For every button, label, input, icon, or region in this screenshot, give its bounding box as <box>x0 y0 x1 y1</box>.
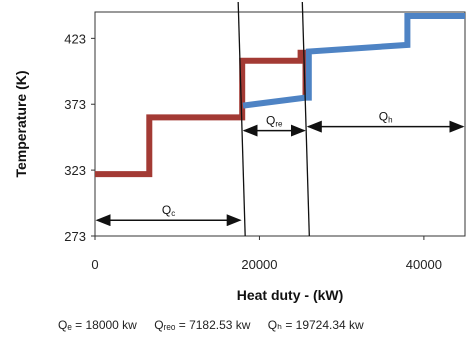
x-tick-label: 0 <box>91 257 98 272</box>
y-tick-label: 373 <box>64 97 86 112</box>
plot-frame <box>94 11 466 237</box>
qc-value: Qₑ = 18000 kw <box>58 318 137 332</box>
y-tick-label: 273 <box>64 229 86 244</box>
x-axis-title: Heat duty - (kW) <box>237 287 344 303</box>
y-tick-label: 423 <box>64 31 86 46</box>
qrec-value: Qᵣₑₒ = 7182.53 kw <box>154 318 251 332</box>
y-tick-label: 323 <box>64 163 86 178</box>
y-axis-title: Temperature (K) <box>13 70 29 177</box>
x-tick-label: 20000 <box>241 257 277 272</box>
divider-line <box>237 1 246 237</box>
qh-value: Qₕ = 19724.34 kw <box>267 318 364 332</box>
plot-area: 273 323 373 423 0 20000 40000 Heat duty - (kW) T… <box>13 1 466 303</box>
divider-line <box>301 1 310 237</box>
annotation-label: Qre <box>266 114 283 129</box>
annotation-label: Qc <box>162 203 175 218</box>
x-tick-label: 40000 <box>406 257 442 272</box>
annotation-label: Qh <box>379 110 393 125</box>
heat-duty-summary: Qₑ = 18000 kw Qᵣₑₒ = 7182.53 kw Qₕ = 197… <box>58 318 378 332</box>
